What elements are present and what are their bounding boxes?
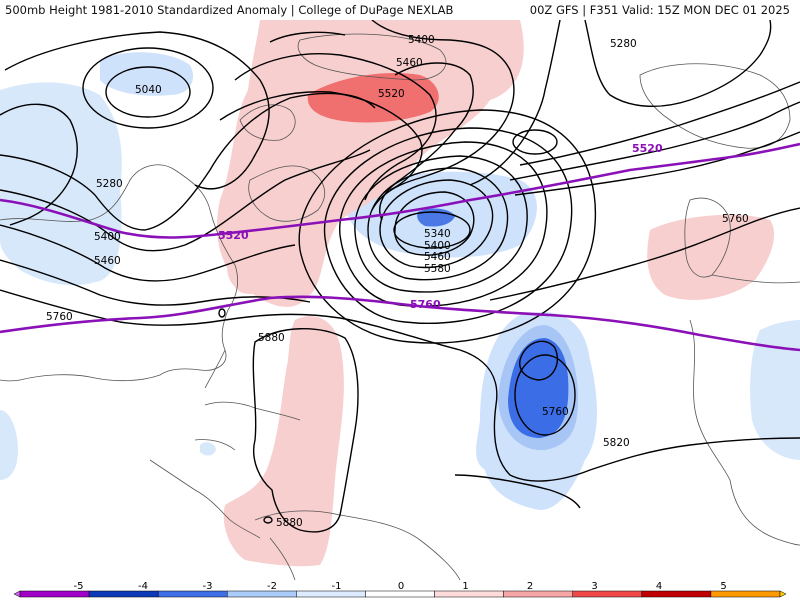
highlight-label-5520-east: 5520 xyxy=(632,142,663,155)
colorbar-low-arrow xyxy=(13,590,21,598)
contour-label-5760-w: 5760 xyxy=(46,311,73,323)
contour-label-5400-low: 5400 xyxy=(424,240,451,252)
colorbar-cell xyxy=(227,590,297,598)
contour-label-5760-east: 5760 xyxy=(722,213,749,225)
contour-label-5760-cutoff: 5760 xyxy=(542,406,569,418)
contour-label-5400-w: 5400 xyxy=(94,231,121,243)
colorbar-high-arrow xyxy=(779,590,787,598)
highlight-contours xyxy=(0,142,800,352)
contour-label-5520-greenland: 5520 xyxy=(378,88,405,100)
colorbar-tick-label: -5 xyxy=(74,581,84,592)
neg-anomaly-alaska xyxy=(100,52,194,96)
height-contours xyxy=(0,20,800,533)
neg-anomaly-cutoff-core xyxy=(508,338,569,438)
colorbar-tick-label: -3 xyxy=(203,581,213,592)
colorbar-tick-label: -2 xyxy=(267,581,277,592)
contour-label-5820: 5820 xyxy=(603,437,630,449)
highlight-label-5520-west: 5520 xyxy=(218,229,249,242)
neg-anomaly-gulf-edge xyxy=(0,410,18,480)
anomaly-map: 5040 5280 5400 5460 5760 5400 5460 5520 … xyxy=(0,20,800,580)
colorbar-cell xyxy=(88,590,159,598)
contour-label-5340-low: 5340 xyxy=(424,228,451,240)
contour-label-5880-south-america: 5880 xyxy=(276,517,303,529)
colorbar-cell xyxy=(365,590,435,598)
colorbar-cell xyxy=(434,590,504,598)
map-title: 500mb Height 1981-2010 Standardized Anom… xyxy=(5,3,454,17)
contour-label-5040: 5040 xyxy=(135,84,162,96)
colorbar-tick-label: 0 xyxy=(398,581,404,592)
anomaly-fills xyxy=(0,20,800,567)
pos-anomaly-caribbean xyxy=(223,316,344,567)
contour-label-5460-low: 5460 xyxy=(424,251,451,263)
colorbar-cell xyxy=(710,590,781,598)
neg-anomaly-small xyxy=(200,442,216,456)
colorbar-tick-label: 3 xyxy=(591,581,597,592)
pos-anomaly-east-atlantic xyxy=(647,214,775,300)
colorbar-cell xyxy=(641,590,712,598)
colorbar-cell xyxy=(296,590,366,598)
contour-label-5460-greenland: 5460 xyxy=(396,57,423,69)
pos-anomaly-gulf-stream xyxy=(227,258,275,295)
colorbar-cell xyxy=(157,590,228,598)
title-bar: 500mb Height 1981-2010 Standardized Anom… xyxy=(0,0,800,20)
colorbar-tick-label: -4 xyxy=(138,581,148,592)
model-run-info: 00Z GFS | F351 Valid: 15Z MON DEC 01 202… xyxy=(529,3,790,17)
colorbar-cell xyxy=(19,590,90,598)
anomaly-colorbar: -5 -4 -3 -2 -1 0 1 2 3 4 5 xyxy=(13,581,787,598)
contour-label-5280-nw: 5280 xyxy=(96,178,123,190)
colorbar-tick-label: 4 xyxy=(656,581,662,592)
contour-label-5280-ne: 5280 xyxy=(610,38,637,50)
pos-anomaly-greenland-outer xyxy=(216,20,524,307)
contour-labels: 5040 5280 5400 5460 5760 5400 5460 5520 … xyxy=(46,34,749,529)
contour-label-5580-low: 5580 xyxy=(424,263,451,275)
colorbar-cell xyxy=(572,590,643,598)
colorbar-tick-label: 2 xyxy=(527,581,533,592)
contour-label-5880-caribbean: 5880 xyxy=(258,332,285,344)
coastlines xyxy=(0,33,800,580)
colorbar-cell xyxy=(503,590,573,598)
contour-label-5400-greenland: 5400 xyxy=(408,34,435,46)
colorbar-tick-label: -1 xyxy=(332,581,342,592)
colorbar-tick-label: 1 xyxy=(462,581,468,592)
pos-anomaly-greenland-core xyxy=(307,72,439,123)
neg-anomaly-east-edge xyxy=(750,320,800,460)
colorbar-tick-label: 5 xyxy=(720,581,726,592)
contour-label-5460-w: 5460 xyxy=(94,255,121,267)
highlight-label-5760: 5760 xyxy=(410,298,441,311)
